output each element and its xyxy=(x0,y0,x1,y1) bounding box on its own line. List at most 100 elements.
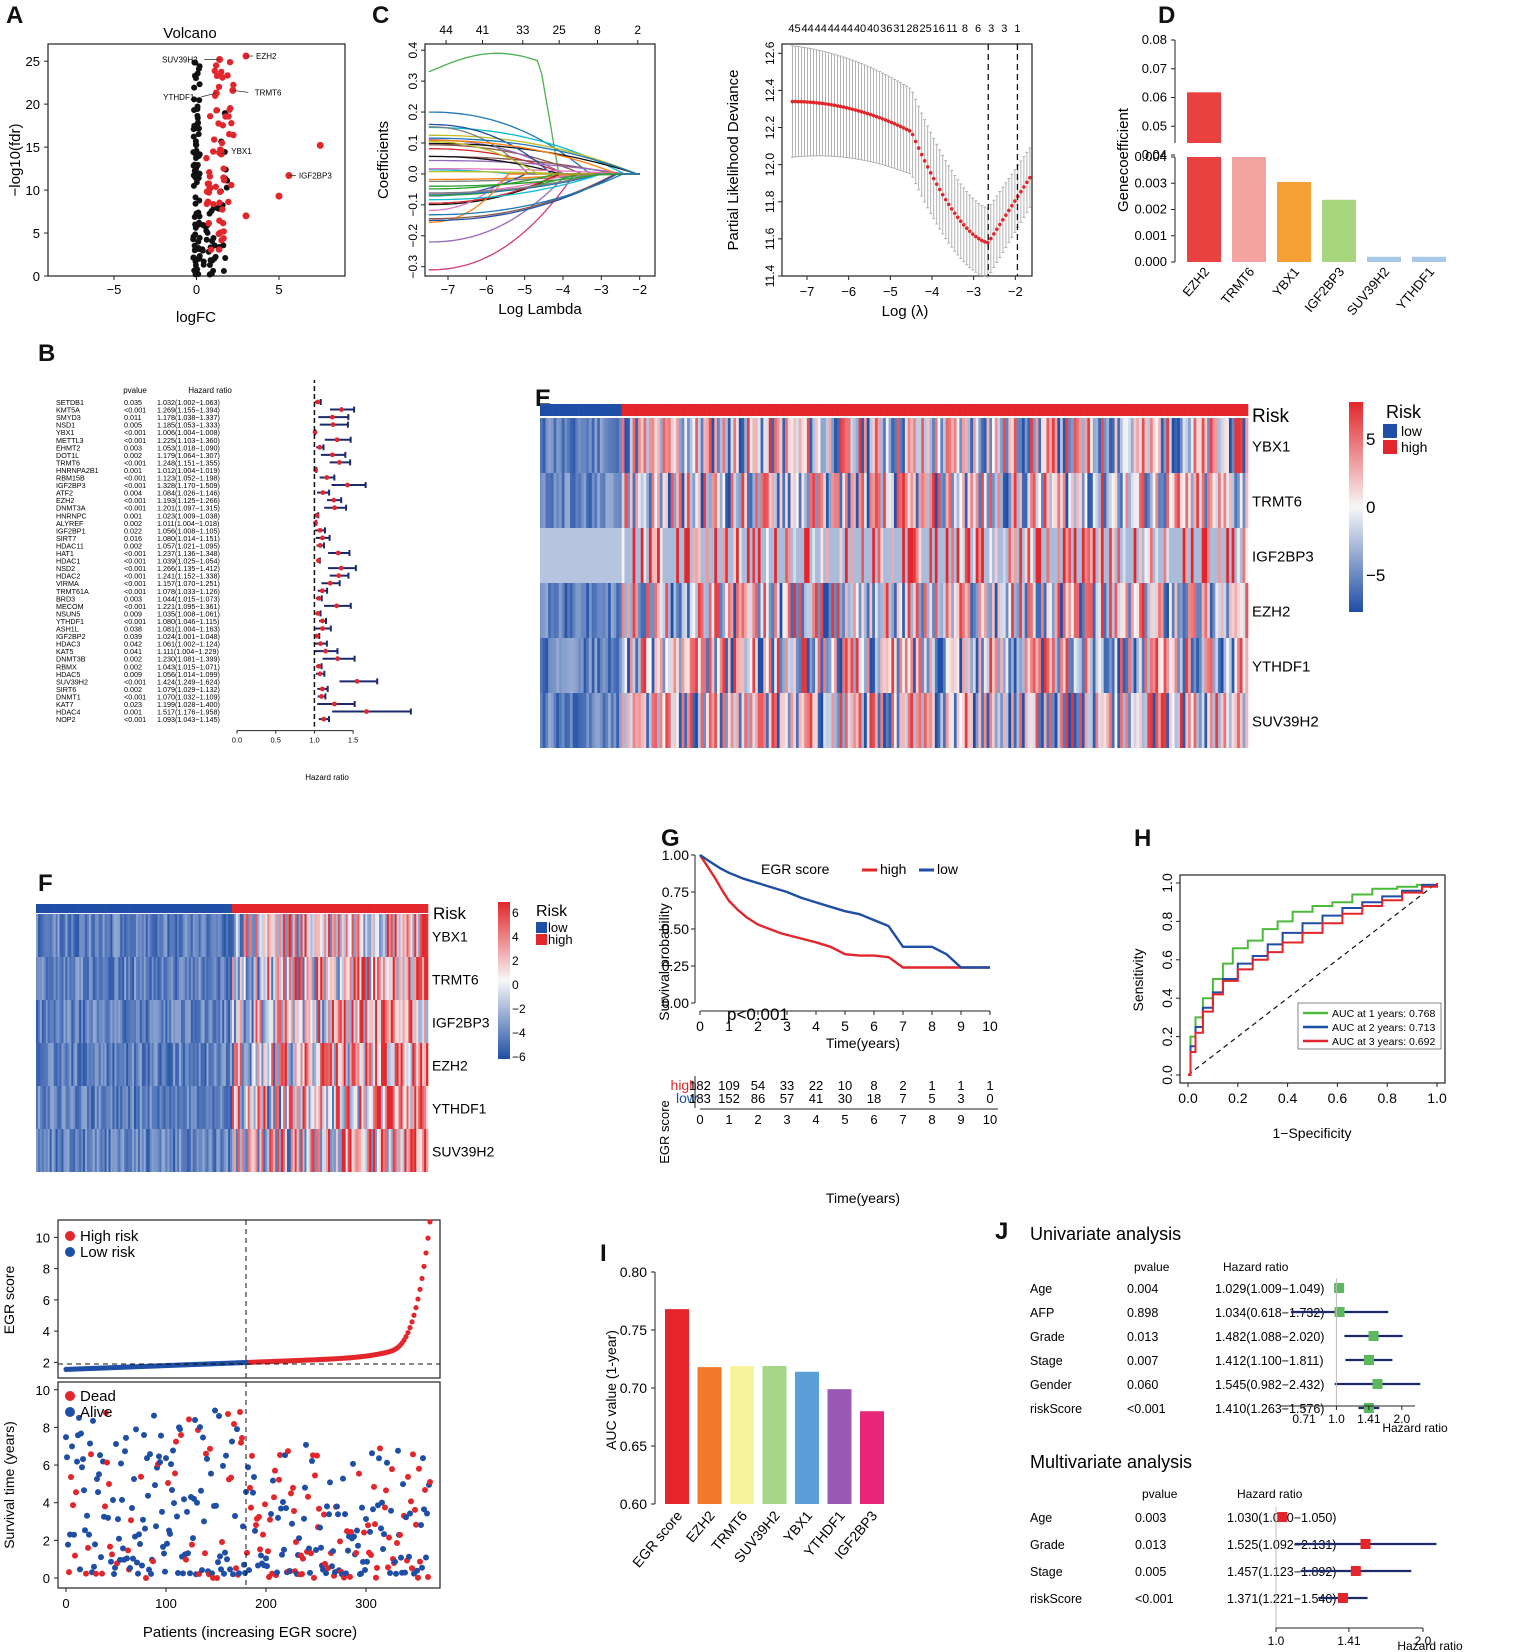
heatmap-cell xyxy=(801,418,805,473)
risk-annotation-cell xyxy=(192,904,196,913)
heatmap-cell xyxy=(1100,418,1104,473)
heatmap-cell xyxy=(850,473,854,528)
heatmap-cell xyxy=(1106,638,1110,693)
risk-annotation-cell xyxy=(1030,404,1034,416)
heatmap-cell xyxy=(90,1129,94,1172)
heatmap-cell xyxy=(1155,638,1159,693)
survival-point xyxy=(287,1568,293,1575)
heatmap-cell xyxy=(795,528,799,583)
heatmap-cell xyxy=(39,957,43,1000)
heatmap-cell xyxy=(85,957,88,1000)
forest-gene-name: EHMT2 xyxy=(56,443,80,452)
heatmap-legend-title: Risk xyxy=(1386,402,1422,422)
heatmap-cell xyxy=(648,473,652,528)
heatmap-cell xyxy=(373,914,376,957)
heatmap-cell xyxy=(1130,583,1134,638)
survival-point xyxy=(392,1558,398,1565)
heatmap-cell xyxy=(261,914,264,957)
survival-point xyxy=(102,1503,108,1510)
risk-annotation-cell xyxy=(208,904,211,913)
risk-annotation-cell xyxy=(964,404,968,416)
heatmap-cell xyxy=(891,418,895,473)
risk-annotation-cell xyxy=(390,904,394,913)
heatmap-cell xyxy=(149,914,152,957)
heatmap-cell xyxy=(214,1129,217,1172)
heatmap-cell xyxy=(1182,418,1186,473)
heatmap-cell xyxy=(265,1086,268,1129)
heatmap-cell xyxy=(118,914,121,957)
heatmap-cell xyxy=(992,528,996,583)
risk-table-count: 86 xyxy=(751,1091,765,1106)
lasso-coefficient-path xyxy=(428,134,640,175)
risk-annotation-cell xyxy=(333,904,337,913)
risk-annotation-cell xyxy=(118,904,121,913)
heatmap-cell xyxy=(1013,583,1017,638)
deviance-point xyxy=(980,238,984,243)
survival-point xyxy=(76,1414,82,1421)
volcano-x-tick-label: −5 xyxy=(107,282,122,297)
heatmap-cell xyxy=(1109,528,1113,583)
risk-annotation-cell xyxy=(1160,404,1164,416)
heatmap-cell xyxy=(866,583,870,638)
risk-annotation-cell xyxy=(73,904,76,913)
heatmap-cell xyxy=(106,1086,109,1129)
heatmap-cell xyxy=(640,693,644,748)
heatmap-cell xyxy=(766,528,770,583)
heatmap-cell xyxy=(90,1086,94,1129)
heatmap-cell xyxy=(738,473,742,528)
heatmap-cell xyxy=(646,473,650,528)
heatmap-cell xyxy=(1016,693,1020,748)
volcano-point-label: EZH2 xyxy=(256,52,277,61)
heatmap-cell xyxy=(542,473,546,528)
heatmap-cell xyxy=(812,528,816,583)
heatmap-cell xyxy=(159,1043,162,1086)
heatmap-cell xyxy=(1141,528,1145,583)
forest-pvalue: 0.023 xyxy=(124,700,142,709)
survival-point xyxy=(249,1452,255,1459)
heatmap-cell xyxy=(134,957,137,1000)
survival-point xyxy=(106,1481,112,1488)
heatmap-cell xyxy=(613,528,617,583)
heatmap-cell xyxy=(75,1086,78,1129)
heatmap-cell xyxy=(1057,693,1061,748)
heatmap-cell xyxy=(697,528,701,583)
heatmap-cell xyxy=(866,473,870,528)
forest-estimate xyxy=(331,497,337,503)
lasso-coefficient-path xyxy=(428,173,640,216)
heatmap-cell xyxy=(379,1000,382,1043)
heatmap-cell xyxy=(782,638,786,693)
survival-point xyxy=(116,1535,122,1542)
heatmap-cell xyxy=(1193,473,1197,528)
heatmap-cell xyxy=(371,1000,374,1043)
volcano-point-sig xyxy=(222,113,229,120)
heatmap-cell xyxy=(1100,693,1104,748)
heatmap-cell xyxy=(1125,583,1129,638)
heatmap-cell xyxy=(1054,693,1058,748)
risk-annotation-cell xyxy=(141,904,145,913)
heatmap-cell xyxy=(1125,418,1129,473)
heatmap-cell xyxy=(913,583,917,638)
heatmap-cell xyxy=(251,957,254,1000)
risk-annotation-cell xyxy=(304,904,307,913)
heatmap-cell xyxy=(141,1043,145,1086)
gene-coefficient-chart: 0.040.050.060.070.080.0000.0010.0020.003… xyxy=(1115,32,1446,318)
heatmap-cell xyxy=(896,583,900,638)
heatmap-cell xyxy=(69,1000,72,1043)
heatmap-cell xyxy=(692,528,696,583)
heatmap-cell xyxy=(290,1086,294,1129)
heatmap-cell xyxy=(703,693,707,748)
heatmap-cell xyxy=(224,957,227,1000)
heatmap-cell xyxy=(261,1043,264,1086)
forest-gene-name: IGF2BP3 xyxy=(56,481,86,490)
survival-point xyxy=(414,1567,420,1574)
heatmap-cell xyxy=(365,914,368,957)
heatmap-cell xyxy=(733,473,737,528)
risk-annotation-cell xyxy=(230,904,233,913)
heatmap-cell xyxy=(599,583,603,638)
heatmap-cell xyxy=(155,914,158,957)
heatmap-cell xyxy=(564,693,568,748)
heatmap-cell xyxy=(989,693,993,748)
risk-annotation-cell xyxy=(719,404,723,416)
heatmap-cell xyxy=(349,957,352,1000)
heatmap-cell xyxy=(662,583,666,638)
